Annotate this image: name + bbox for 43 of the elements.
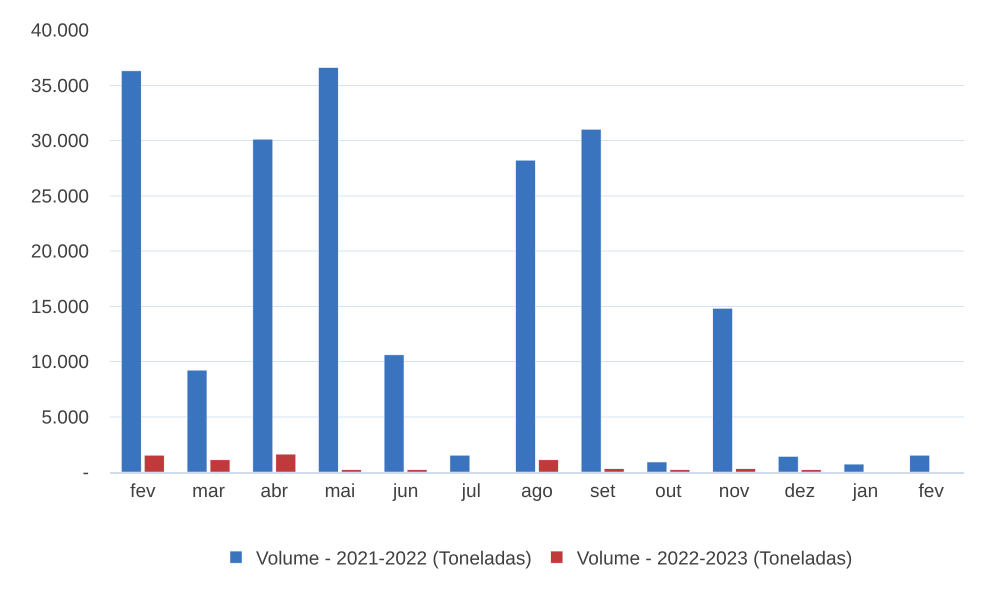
bar xyxy=(252,139,273,472)
y-tick-label: 35.000 xyxy=(30,76,89,97)
x-tick-label: abr xyxy=(260,480,289,502)
bar xyxy=(910,455,930,472)
y-tick-label: 10.000 xyxy=(30,352,89,374)
x-tick-label: nov xyxy=(718,480,750,502)
y-tick-label: 15.000 xyxy=(30,296,89,318)
x-tick-label: jun xyxy=(392,480,418,502)
legend-label: Volume - 2021-2022 (Toneladas) xyxy=(256,548,532,570)
x-tick-label: fev xyxy=(130,480,156,502)
x-tick-label: out xyxy=(655,480,682,502)
bar xyxy=(450,455,470,472)
bar xyxy=(384,354,404,472)
bar xyxy=(778,456,798,472)
bar xyxy=(186,370,208,472)
bar xyxy=(646,462,667,472)
bar xyxy=(210,460,230,472)
x-tick-label: mai xyxy=(324,480,356,502)
x-tick-label: set xyxy=(590,480,616,502)
x-tick-label: jan xyxy=(852,480,878,502)
bar xyxy=(538,460,559,472)
legend-label: Volume - 2022-2023 (Toneladas) xyxy=(576,548,852,570)
bar xyxy=(144,455,164,472)
bar xyxy=(276,454,296,472)
y-tick-label: 20.000 xyxy=(30,242,89,263)
x-tick-label: mar xyxy=(192,480,226,502)
x-tick-label: dez xyxy=(784,480,816,502)
y-tick-label: 5.000 xyxy=(41,407,89,428)
bar xyxy=(121,70,142,472)
bar xyxy=(844,464,864,472)
y-tick-label: 30.000 xyxy=(30,131,89,152)
y-tick-label: 25.000 xyxy=(30,186,89,208)
y-tick-label: - xyxy=(82,462,89,484)
x-tick-label: fev xyxy=(918,480,944,502)
bar xyxy=(604,468,624,472)
y-tick-label: 40.000 xyxy=(30,20,89,42)
bar xyxy=(515,160,536,472)
x-tick-label: ago xyxy=(521,480,553,502)
bar xyxy=(735,468,756,472)
bar xyxy=(712,308,733,472)
bar xyxy=(318,67,339,472)
bar xyxy=(581,129,602,472)
x-tick-label: jul xyxy=(460,480,481,502)
